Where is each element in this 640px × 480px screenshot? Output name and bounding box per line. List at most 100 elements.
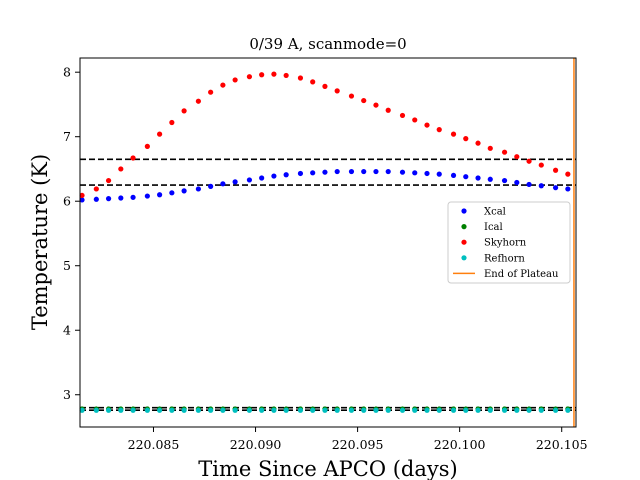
skyhorn-point [105,177,112,184]
refhorn-point [538,407,544,413]
xcal-point [475,175,481,181]
x-axis-ticks: 220.085 220.090 220.095 220.100 220.105 [128,427,588,452]
skyhorn-point [283,72,289,79]
xcal-point [385,168,391,175]
skyhorn-point [450,131,457,137]
xcal-point [208,183,214,189]
skyhorn-point [487,145,493,151]
xcal-point [399,169,406,175]
plot-frame [79,57,577,428]
refhorn-point [334,407,340,413]
refhorn-point [297,407,304,413]
refhorn-point [412,407,418,413]
skyhorn-point [322,83,328,89]
refhorn-point [526,407,532,413]
refhorn-point [475,407,481,413]
legend-label-end-of-plateau: End of Plateau [484,269,559,280]
y-tick-label: 4 [63,323,71,338]
xcal-point [552,185,559,191]
x-tick-label: 220.085 [128,437,180,452]
xcal-point [271,173,277,179]
xcal-point [195,186,201,192]
xcal-point [487,176,493,182]
skyhorn-point [373,102,379,108]
y-tick-label: 5 [63,258,71,273]
x-tick-label: 220.105 [536,437,588,452]
xcal-point [538,183,544,189]
refhorn-point [118,407,124,413]
y-axis-ticks: 3 4 5 6 7 8 [63,65,80,402]
skyhorn-point [361,97,367,104]
skyhorn-point [271,71,277,77]
xcal-point [259,175,265,181]
refhorn-point [246,407,253,413]
legend-label-ical: Ical [484,222,503,233]
skyhorn-point [220,82,226,88]
y-tick-label: 3 [63,387,71,402]
skyhorn-point [232,77,238,83]
xcal-point [130,194,136,200]
refhorn-point [310,407,316,413]
legend-label-skyhorn: Skyhorn [484,238,527,249]
skyhorn-point [297,75,304,81]
skyhorn-point [424,122,430,128]
refhorn-point [385,407,391,413]
legend-box [447,201,571,284]
xcal-point [181,188,187,194]
skyhorn-point [565,171,571,177]
xcal-point [310,170,316,176]
data-points [79,71,571,413]
refhorn-point [552,407,559,413]
refhorn-point [487,407,493,413]
reference-lines [80,158,576,412]
skyhorn-point [169,119,175,126]
chart-title: 0/39 A, scanmode=0 [249,35,406,53]
skyhorn-point [181,108,187,114]
legend-label-xcal: Xcal [484,207,506,218]
xcal-point [322,169,328,175]
xcal-point [463,174,469,180]
refhorn-point [169,407,175,413]
skyhorn-point [93,186,99,192]
refhorn-point [259,407,265,413]
x-tick-label: 220.100 [434,437,486,452]
refhorn-point [436,407,442,413]
refhorn-point [283,407,289,413]
y-tick-label: 8 [63,65,71,80]
skyhorn-point [348,93,355,99]
refhorn-point [105,407,112,413]
xcal-point [436,171,442,177]
xcal-point [105,196,112,202]
xcal-point [118,195,124,201]
refhorn-point [565,407,571,413]
xcal-point [93,196,99,202]
skyhorn-point [334,88,340,94]
skyhorn-point [514,154,520,160]
xcal-point [297,170,304,177]
legend-marker-ical [461,224,467,230]
x-axis-label: Time Since APCO (days) [198,457,457,480]
xcal-point [514,179,520,186]
refhorn-point [181,407,187,413]
skyhorn-point [246,74,253,80]
legend-marker-refhorn [461,255,467,261]
xcal-point [361,168,367,175]
refhorn-point [130,407,136,413]
skyhorn-point [463,136,469,142]
skyhorn-point [195,98,201,104]
xcal-point [373,168,379,175]
legend-label-refhorn: Refhorn [484,253,525,264]
refhorn-point [271,407,277,413]
xcal-point [450,172,457,179]
refhorn-point [195,407,201,413]
xcal-point [412,170,418,176]
legend: Xcal Ical Skyhorn Refhorn End of Plateau [447,201,571,284]
skyhorn-point [552,167,559,173]
refhorn-point [93,407,99,413]
skyhorn-point [144,143,150,149]
refhorn-point [424,407,430,413]
xcal-point [157,192,163,198]
skyhorn-point [475,140,481,146]
xcal-point [169,190,175,196]
y-tick-label: 6 [63,194,71,209]
